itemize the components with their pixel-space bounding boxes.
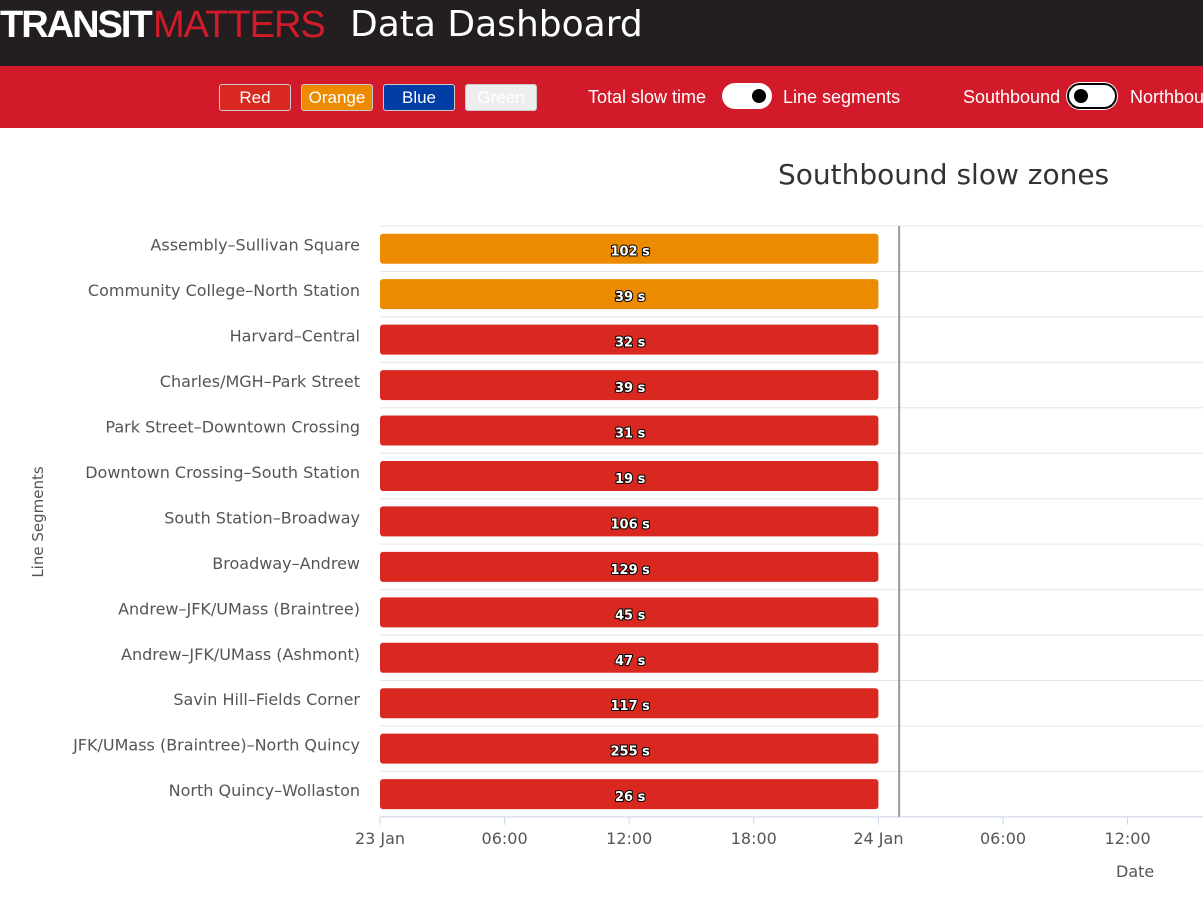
y-tick-label: Broadway–Andrew — [212, 554, 360, 573]
slow-zone-bar — [380, 506, 879, 537]
bar-data-label: 47 s — [615, 654, 646, 669]
slow-zone-bar — [380, 233, 879, 264]
logo-transit[interactable]: TRANSIT — [0, 4, 153, 46]
y-axis-label: Line Segments — [29, 466, 47, 578]
y-tick-label: JFK/UMass (Braintree)–North Quincy — [72, 736, 360, 755]
bar-data-label: 45 s — [615, 608, 646, 623]
slow-zone-bar — [380, 460, 879, 491]
slow-zone-bar — [380, 324, 879, 355]
x-tick-label: 18:00 — [731, 829, 777, 848]
x-tick-label: 24 Jan — [853, 829, 903, 848]
y-tick-label: Community College–North Station — [88, 281, 360, 300]
logo-matters[interactable]: MATTERS — [153, 4, 326, 46]
bar-data-label: 32 s — [615, 336, 646, 351]
bar-data-label: 102 s — [610, 245, 650, 260]
southbound-label: Southbound — [963, 87, 1061, 107]
x-tick-label: 06:00 — [482, 829, 528, 848]
y-tick-label: Savin Hill–Fields Corner — [173, 690, 360, 709]
line-button-green[interactable]: Green — [465, 84, 537, 111]
y-tick-label: South Station–Broadway — [164, 508, 360, 527]
y-tick-label: Charles/MGH–Park Street — [160, 372, 360, 391]
bar-data-label: 255 s — [610, 745, 650, 760]
bar-data-label: 117 s — [610, 699, 650, 714]
y-tick-label: Assembly–Sullivan Square — [150, 236, 360, 255]
bar-data-label: 39 s — [615, 290, 646, 305]
bar-data-label: 129 s — [610, 563, 650, 578]
x-tick-label: 06:00 — [980, 829, 1026, 848]
line-segments-label: Line segments — [783, 87, 901, 107]
y-tick-label: Harvard–Central — [230, 327, 360, 346]
direction-toggle[interactable] — [1067, 83, 1117, 109]
x-tick-label: 23 Jan — [355, 829, 405, 848]
slow-zone-bar — [380, 415, 879, 446]
slow-zone-bar — [380, 279, 879, 310]
page-title: Data Dashboard — [350, 4, 643, 45]
slow-zone-bar — [380, 642, 879, 673]
chart-title: Southbound slow zones — [778, 158, 1110, 191]
slow-zone-bar — [380, 370, 879, 401]
line-button-orange[interactable]: Orange — [301, 84, 373, 111]
slow-zone-bar — [380, 551, 879, 582]
top-header: TRANSIT MATTERS Data Dashboard — [0, 0, 1203, 66]
slow-zone-bar — [380, 597, 879, 628]
bar-data-label: 26 s — [615, 790, 646, 805]
x-tick-label: 12:00 — [606, 829, 652, 848]
x-axis-label: Date — [1116, 862, 1155, 881]
line-button-red[interactable]: Red — [219, 84, 291, 111]
slow-zone-bar — [380, 688, 879, 719]
y-tick-label: Park Street–Downtown Crossing — [105, 418, 360, 437]
bar-data-label: 31 s — [615, 427, 646, 442]
y-tick-label: Andrew–JFK/UMass (Braintree) — [118, 599, 360, 618]
bar-data-label: 19 s — [615, 472, 646, 487]
y-tick-label: North Quincy–Wollaston — [169, 781, 360, 800]
slow-zone-bar — [380, 733, 879, 764]
total-slow-time-label: Total slow time — [588, 87, 707, 107]
view-mode-toggle[interactable] — [722, 83, 772, 109]
bar-data-label: 106 s — [610, 517, 650, 532]
y-tick-label: Downtown Crossing–South Station — [85, 463, 360, 482]
slow-zone-bar — [380, 779, 879, 810]
y-tick-label: Andrew–JFK/UMass (Ashmont) — [121, 645, 360, 664]
line-button-blue[interactable]: Blue — [383, 84, 455, 111]
x-tick-label: 12:00 — [1105, 829, 1151, 848]
bar-data-label: 39 s — [615, 381, 646, 396]
northbound-label: Northbound — [1130, 87, 1203, 107]
controls-bar: Red Orange Blue Green Total slow time Li… — [0, 66, 1203, 128]
